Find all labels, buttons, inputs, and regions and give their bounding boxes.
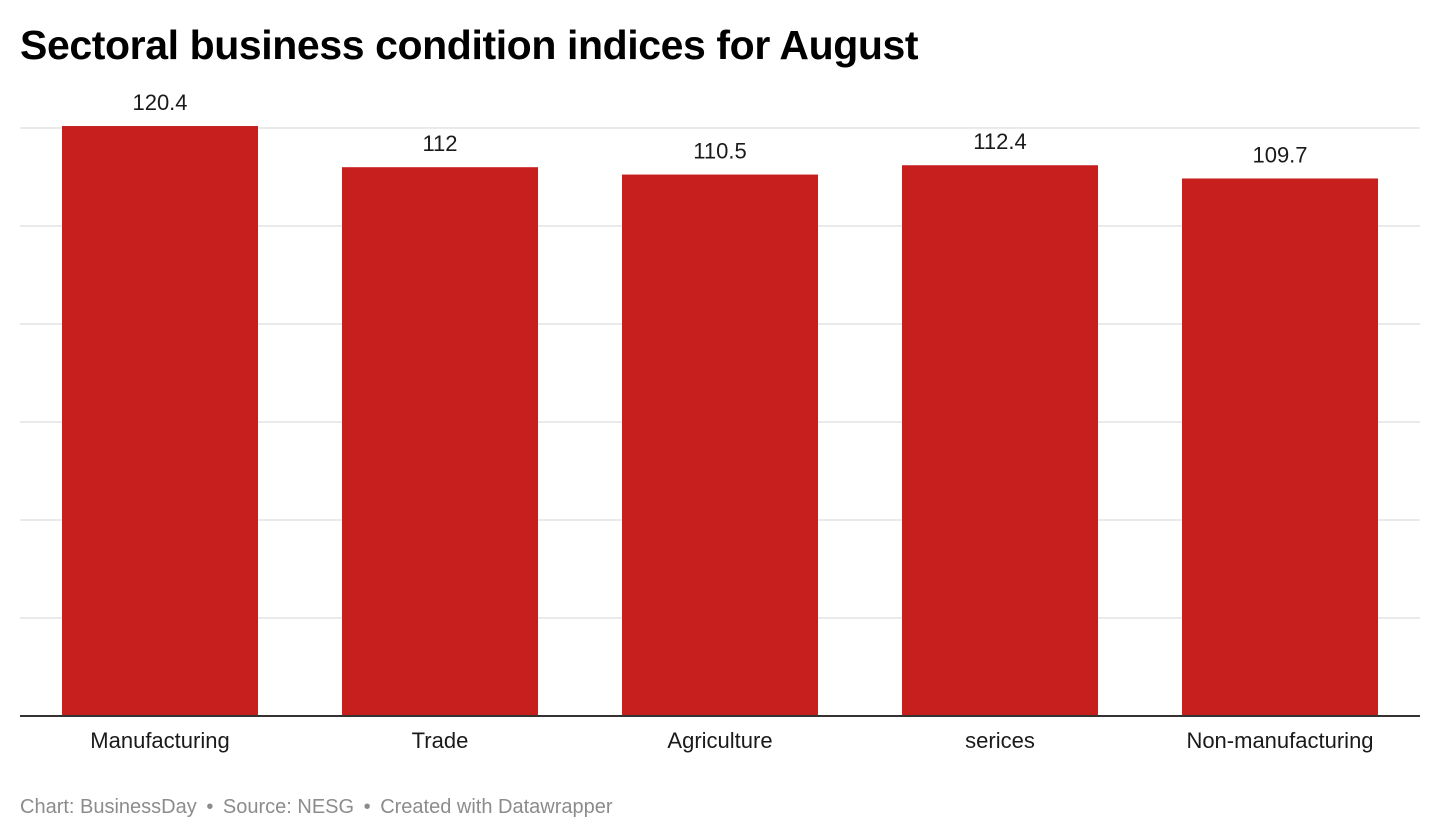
bar-value-label: 112	[422, 131, 457, 156]
chart-source: Source: NESG	[222, 796, 355, 818]
footer-separator: •	[206, 796, 214, 818]
bar-value-label: 120.4	[132, 90, 187, 115]
chart-title: Sectoral business condition indices for …	[20, 22, 919, 68]
x-tick-label: serices	[965, 728, 1035, 753]
bar-non-manufacturing	[1182, 178, 1378, 717]
x-tick-label: Manufacturing	[90, 728, 229, 753]
bar-value-label: 109.7	[1252, 142, 1307, 167]
chart-footer: Chart: BusinessDay • Source: NESG • Crea…	[20, 794, 613, 820]
bar-serices	[902, 165, 1098, 717]
x-tick-label: Trade	[412, 728, 469, 753]
bars	[62, 126, 1378, 717]
chart-credit: Chart: BusinessDay	[20, 796, 197, 818]
bar-agriculture	[622, 174, 818, 717]
x-tick-label: Agriculture	[667, 728, 772, 753]
value-labels: 120.4 112 110.5 112.4 109.7	[132, 90, 1307, 167]
x-axis: Manufacturing Trade Agriculture serices Non-…	[20, 715, 1420, 753]
bar-value-label: 112.4	[973, 129, 1026, 154]
bar-trade	[342, 167, 538, 716]
x-tick-label: Non-manufacturing	[1186, 728, 1373, 753]
bar-manufacturing	[62, 126, 258, 717]
created-with: Created with Datawrapper	[380, 796, 613, 818]
bar-value-label: 110.5	[693, 139, 746, 164]
footer-separator: •	[363, 796, 371, 818]
